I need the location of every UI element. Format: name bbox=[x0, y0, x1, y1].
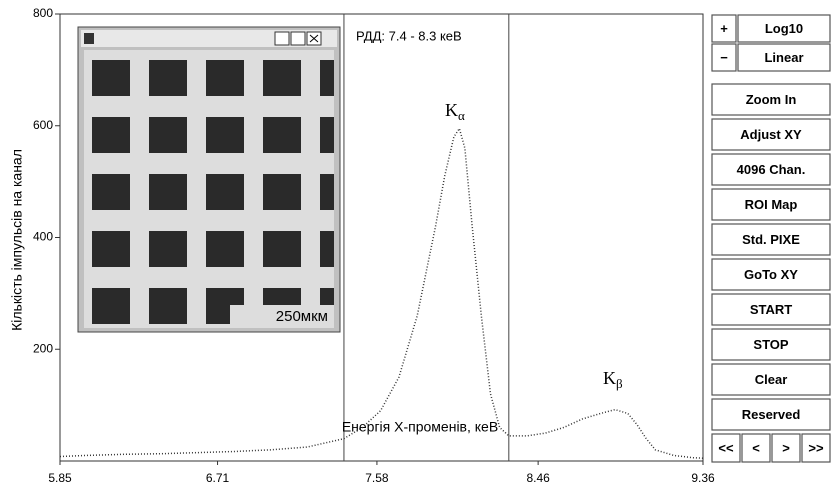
button-label: Reserved bbox=[742, 407, 801, 422]
peak-label: Kα bbox=[445, 100, 465, 123]
window-icon bbox=[84, 33, 94, 44]
button-label: << bbox=[718, 440, 734, 455]
button[interactable]: Reserved bbox=[712, 399, 830, 430]
button-label: ROI Map bbox=[745, 197, 798, 212]
peak-label: Kβ bbox=[603, 368, 623, 391]
y-tick-label: 600 bbox=[33, 118, 53, 132]
button[interactable]: STOP bbox=[712, 329, 830, 360]
screen: 200 400 600 800 5.85 6.71 7.58 8.46 9.36 РДД: 7.4… bbox=[0, 0, 833, 491]
button-label: > bbox=[782, 440, 790, 455]
button[interactable]: 4096 Chan. bbox=[712, 154, 830, 185]
x-tick-label: 8.46 bbox=[526, 471, 550, 485]
inset-window: 250мкм bbox=[78, 27, 340, 332]
roi-label: РДД: 7.4 - 8.3 кеВ bbox=[356, 28, 462, 43]
x-tick-label: 5.85 bbox=[48, 471, 72, 485]
button-label: >> bbox=[808, 440, 824, 455]
button[interactable]: > bbox=[772, 434, 800, 462]
minimize-button[interactable] bbox=[275, 32, 289, 45]
button-label: Zoom In bbox=[746, 92, 797, 107]
button-label: GoTo XY bbox=[744, 267, 798, 282]
button[interactable]: Linear bbox=[738, 44, 830, 71]
button-label: − bbox=[720, 50, 728, 65]
scale-label: 250мкм bbox=[276, 308, 328, 325]
button[interactable]: START bbox=[712, 294, 830, 325]
button[interactable]: Clear bbox=[712, 364, 830, 395]
button[interactable]: << bbox=[712, 434, 740, 462]
button-label: Linear bbox=[764, 50, 803, 65]
maximize-button[interactable] bbox=[291, 32, 305, 45]
button[interactable]: Zoom In bbox=[712, 84, 830, 115]
button[interactable]: ROI Map bbox=[712, 189, 830, 220]
button-label: STOP bbox=[753, 337, 788, 352]
x-tick-label: 7.58 bbox=[365, 471, 389, 485]
button-label: START bbox=[750, 302, 792, 317]
button[interactable]: < bbox=[742, 434, 770, 462]
y-tick-label: 200 bbox=[33, 341, 53, 355]
micro-image bbox=[84, 50, 334, 328]
button-label: Log10 bbox=[765, 21, 803, 36]
button-label: Std. PIXE bbox=[742, 232, 800, 247]
y-axis-label: Кількість імпульсів на канал bbox=[9, 149, 25, 331]
x-tick-label: 6.71 bbox=[206, 471, 230, 485]
button-label: Adjust XY bbox=[740, 127, 802, 142]
button-label: 4096 Chan. bbox=[737, 162, 806, 177]
button[interactable]: + bbox=[712, 15, 736, 42]
button[interactable]: >> bbox=[802, 434, 830, 462]
button-panel: + Log10 − Linear Zoom In Adjust XY 4096 Chan. R… bbox=[712, 15, 830, 462]
button[interactable]: GoTo XY bbox=[712, 259, 830, 290]
x-tick-label: 9.36 bbox=[691, 471, 715, 485]
y-tick-label: 400 bbox=[33, 230, 53, 244]
button[interactable]: Log10 bbox=[738, 15, 830, 42]
y-tick-label: 800 bbox=[33, 6, 53, 20]
button-label: Clear bbox=[755, 372, 788, 387]
button[interactable]: Std. PIXE bbox=[712, 224, 830, 255]
button-label: < bbox=[752, 440, 760, 455]
button[interactable]: Adjust XY bbox=[712, 119, 830, 150]
x-axis-label: Енергія Х-променів, кеВ bbox=[342, 419, 498, 435]
button-label: + bbox=[720, 21, 728, 36]
button[interactable]: − bbox=[712, 44, 736, 71]
